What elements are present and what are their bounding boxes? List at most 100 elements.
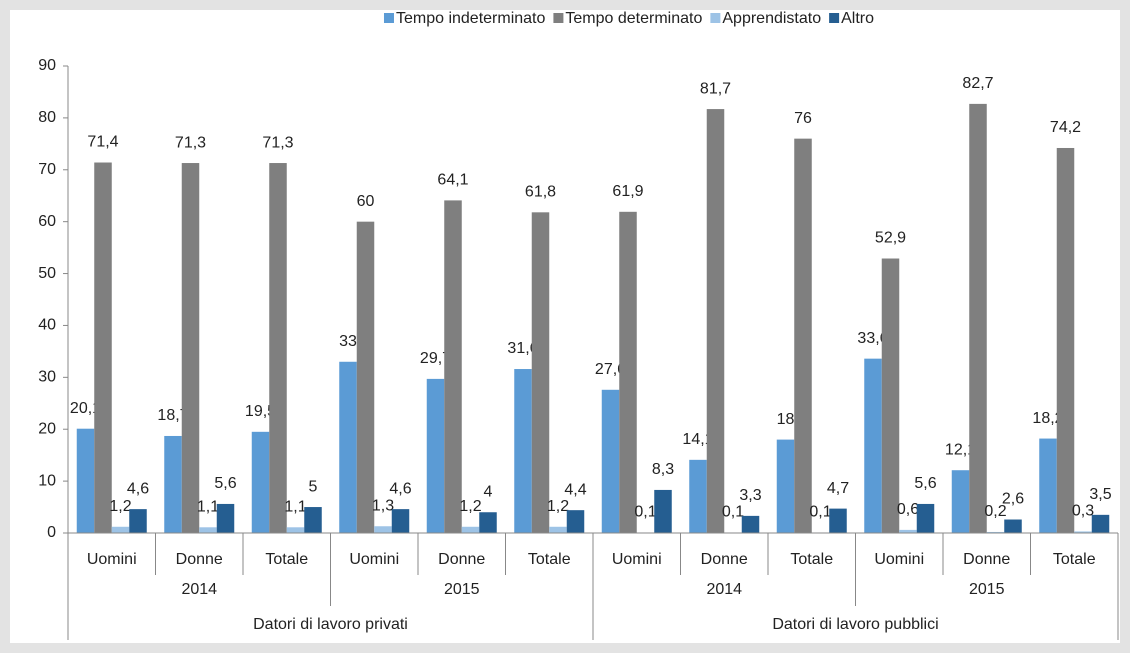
bar bbox=[864, 358, 882, 533]
bar bbox=[286, 527, 305, 533]
y-tick-label: 50 bbox=[38, 265, 56, 282]
bar bbox=[479, 512, 497, 533]
data-label: 4,6 bbox=[389, 480, 411, 497]
category-group-label: Datori di lavoro privati bbox=[253, 616, 408, 633]
bar bbox=[601, 389, 620, 533]
data-label: 4 bbox=[484, 483, 493, 500]
data-label: 71,3 bbox=[175, 134, 206, 151]
x-tick-label: Uomini bbox=[612, 551, 662, 568]
category-group-label: 2014 bbox=[706, 581, 742, 598]
legend-swatch bbox=[383, 13, 394, 23]
legend-swatch bbox=[710, 13, 721, 23]
data-label: 61,8 bbox=[525, 184, 556, 201]
data-label: 1,2 bbox=[109, 498, 131, 515]
bar bbox=[356, 221, 375, 533]
data-label: 1,1 bbox=[197, 499, 219, 516]
legend-label: Apprendistato bbox=[722, 10, 821, 27]
legend-label: Tempo determinato bbox=[565, 10, 702, 27]
data-label: 5 bbox=[309, 478, 318, 495]
x-tick-label: Uomini bbox=[874, 551, 924, 568]
bar bbox=[76, 428, 95, 533]
data-label: 29,7 bbox=[420, 350, 451, 367]
data-label: 61,9 bbox=[612, 183, 643, 200]
data-label: 2,6 bbox=[1002, 491, 1024, 508]
x-tick-label: Totale bbox=[265, 551, 308, 568]
y-tick-label: 70 bbox=[38, 161, 56, 178]
bar bbox=[706, 109, 725, 533]
bar bbox=[199, 527, 217, 533]
data-label: 33,6 bbox=[857, 330, 888, 347]
legend-label: Tempo indeterminato bbox=[396, 10, 546, 27]
bar bbox=[1056, 147, 1075, 534]
bar bbox=[619, 211, 637, 533]
x-tick-label: Donne bbox=[701, 551, 748, 568]
data-label: 64,1 bbox=[437, 172, 468, 189]
bar bbox=[461, 526, 480, 533]
category-group-label: 2015 bbox=[969, 581, 1005, 598]
x-tick-label: Totale bbox=[528, 551, 571, 568]
bar bbox=[829, 508, 847, 533]
y-tick-label: 0 bbox=[47, 524, 56, 541]
data-label: 31,6 bbox=[507, 340, 538, 357]
data-label: 18,2 bbox=[1032, 410, 1063, 427]
data-label: 74,2 bbox=[1050, 119, 1081, 136]
data-label: 1,3 bbox=[372, 497, 394, 514]
data-label: 82,7 bbox=[962, 75, 993, 92]
data-label: 14,1 bbox=[682, 431, 713, 448]
data-label: 1,1 bbox=[284, 499, 306, 516]
data-label: 60 bbox=[357, 193, 375, 210]
x-tick-label: Totale bbox=[790, 551, 833, 568]
data-label: 20,1 bbox=[70, 400, 101, 417]
bar bbox=[916, 503, 935, 533]
data-label: 52,9 bbox=[875, 230, 906, 247]
data-label: 0,3 bbox=[1072, 503, 1094, 520]
bar bbox=[129, 509, 147, 533]
data-label: 0,6 bbox=[897, 501, 919, 518]
bar bbox=[304, 507, 322, 533]
bar bbox=[269, 163, 287, 533]
bar bbox=[426, 378, 445, 533]
bar bbox=[654, 489, 672, 533]
y-tick-label: 10 bbox=[38, 472, 56, 489]
bar bbox=[181, 163, 200, 533]
data-label: 4,4 bbox=[564, 481, 586, 498]
x-tick-label: Donne bbox=[963, 551, 1010, 568]
y-tick-label: 90 bbox=[38, 57, 56, 74]
bar bbox=[969, 103, 987, 533]
data-label: 4,6 bbox=[127, 480, 149, 497]
bar bbox=[689, 459, 707, 533]
bar bbox=[951, 470, 970, 533]
category-group-label: 2015 bbox=[444, 581, 480, 598]
data-label: 18 bbox=[777, 411, 795, 428]
data-label: 71,3 bbox=[262, 134, 293, 151]
category-group-label: 2014 bbox=[181, 581, 217, 598]
y-tick-label: 30 bbox=[38, 369, 56, 386]
x-tick-label: Donne bbox=[176, 551, 223, 568]
bar bbox=[444, 200, 462, 534]
bar bbox=[741, 515, 760, 533]
bar bbox=[881, 258, 900, 533]
data-label: 5,6 bbox=[214, 475, 236, 492]
bar bbox=[776, 439, 795, 533]
data-label: 81,7 bbox=[700, 80, 731, 97]
data-label: 0,1 bbox=[634, 504, 656, 521]
data-label: 0,2 bbox=[984, 503, 1006, 520]
data-label: 3,5 bbox=[1089, 486, 1111, 503]
x-tick-label: Donne bbox=[438, 551, 485, 568]
bar bbox=[1074, 531, 1092, 533]
bar bbox=[374, 526, 392, 533]
bar bbox=[566, 510, 585, 533]
bar bbox=[111, 526, 130, 533]
bar bbox=[986, 531, 1005, 533]
data-label: 19,5 bbox=[245, 403, 276, 420]
x-tick-label: Totale bbox=[1053, 551, 1096, 568]
data-label: 12,1 bbox=[945, 441, 976, 458]
y-tick-label: 60 bbox=[38, 213, 56, 230]
category-group-label: Datori di lavoro pubblici bbox=[772, 616, 938, 633]
bar bbox=[94, 162, 112, 533]
bar bbox=[794, 138, 812, 533]
bar bbox=[514, 369, 532, 533]
y-tick-label: 40 bbox=[38, 317, 56, 334]
bar bbox=[549, 526, 567, 533]
